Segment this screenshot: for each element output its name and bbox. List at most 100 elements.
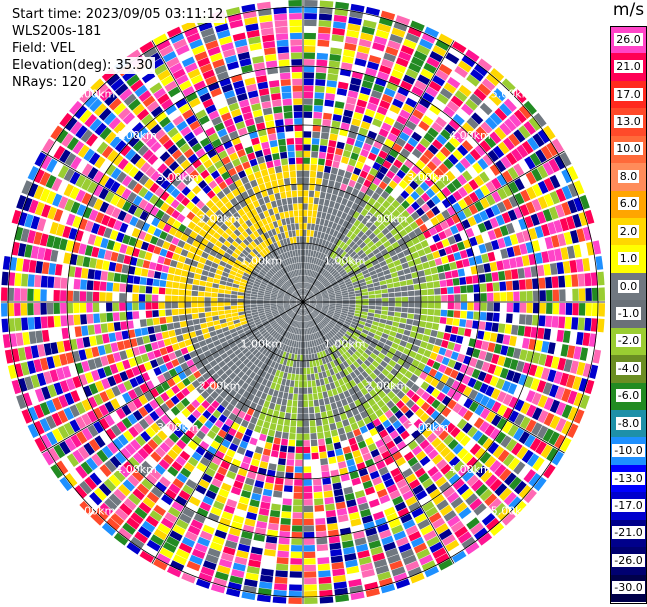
velocity-gate (353, 530, 365, 540)
velocity-gate (326, 234, 333, 242)
velocity-gate (333, 14, 348, 23)
velocity-gate (279, 524, 291, 532)
velocity-gate (375, 186, 384, 196)
velocity-gate (389, 148, 399, 159)
velocity-gate (130, 153, 142, 165)
velocity-gate (21, 409, 33, 424)
velocity-gate (250, 356, 258, 364)
velocity-gate (104, 460, 117, 473)
velocity-gate (380, 314, 388, 320)
velocity-gate (332, 160, 340, 169)
velocity-gate (254, 446, 264, 455)
velocity-gate (34, 201, 45, 216)
velocity-gate (220, 460, 231, 470)
velocity-gate (259, 271, 266, 277)
velocity-gate (76, 159, 88, 173)
velocity-gate (187, 414, 197, 424)
velocity-gate (378, 466, 389, 476)
velocity-gate (94, 83, 109, 97)
velocity-gate (367, 443, 377, 452)
velocity-gate (372, 433, 382, 443)
velocity-gate (318, 158, 326, 166)
velocity-gate (180, 347, 189, 355)
velocity-gate (199, 456, 211, 467)
velocity-gate (304, 289, 307, 296)
velocity-gate (440, 340, 449, 349)
velocity-gate (187, 153, 198, 164)
velocity-gate (179, 513, 192, 524)
velocity-gate (519, 416, 531, 430)
velocity-gate (313, 289, 319, 294)
velocity-gate (266, 254, 272, 261)
velocity-gate (367, 287, 375, 292)
velocity-gate (271, 416, 278, 424)
velocity-gate (388, 236, 397, 245)
velocity-gate (55, 367, 66, 381)
velocity-gate (252, 339, 259, 346)
velocity-gate (285, 324, 290, 331)
velocity-gate (457, 126, 470, 139)
velocity-gate (407, 307, 415, 314)
velocity-gate (54, 263, 63, 276)
velocity-gate (287, 288, 293, 294)
velocity-gate (329, 542, 342, 551)
velocity-gate (109, 229, 119, 241)
velocity-gate (415, 263, 424, 271)
velocity-gate (337, 81, 349, 90)
velocity-gate (513, 89, 527, 104)
velocity-gate (208, 180, 218, 190)
velocity-gate (253, 316, 260, 321)
velocity-gate (263, 305, 271, 309)
velocity-gate (134, 328, 142, 337)
velocity-gate (311, 286, 317, 292)
velocity-gate (441, 186, 452, 197)
velocity-gate (531, 407, 543, 421)
velocity-gate (406, 279, 414, 286)
velocity-gate (166, 566, 182, 578)
velocity-gate (273, 355, 279, 362)
velocity-gate (535, 149, 547, 163)
velocity-gate (319, 312, 326, 317)
velocity-gate (194, 542, 208, 553)
velocity-gate (149, 468, 162, 480)
velocity-gate (432, 250, 441, 259)
velocity-gate (112, 241, 122, 252)
velocity-gate (283, 296, 290, 300)
velocity-gate (298, 315, 301, 322)
velocity-gate (346, 316, 353, 321)
velocity-gate (33, 359, 43, 373)
velocity-gate (447, 310, 454, 318)
velocity-gate (371, 338, 379, 345)
velocity-gate (394, 185, 404, 194)
velocity-gate (204, 297, 211, 302)
velocity-gate (211, 262, 219, 269)
velocity-gate (266, 408, 274, 417)
velocity-gate (140, 268, 149, 277)
velocity-gate (98, 174, 110, 187)
velocity-gate (171, 302, 179, 309)
velocity-gate (253, 358, 261, 366)
velocity-gate (257, 514, 269, 523)
velocity-gate (453, 131, 465, 144)
velocity-gate (79, 500, 93, 515)
velocity-gate (314, 85, 325, 93)
velocity-gate (466, 517, 480, 530)
velocity-gate (445, 377, 455, 387)
velocity-gate (205, 467, 216, 478)
velocity-gate (214, 175, 224, 185)
velocity-gate (294, 334, 298, 341)
velocity-gate (483, 263, 491, 273)
velocity-gate (441, 302, 448, 309)
velocity-gate (407, 566, 423, 578)
velocity-gate (382, 419, 392, 429)
velocity-gate (295, 307, 300, 313)
velocity-gate (160, 202, 170, 212)
velocity-gate (308, 269, 312, 277)
velocity-gate (339, 226, 346, 234)
velocity-gate (313, 264, 317, 271)
velocity-gate (436, 134, 448, 146)
velocity-gate (196, 462, 207, 473)
velocity-gate (354, 139, 364, 149)
velocity-gate (558, 316, 566, 329)
velocity-gate (477, 507, 492, 521)
